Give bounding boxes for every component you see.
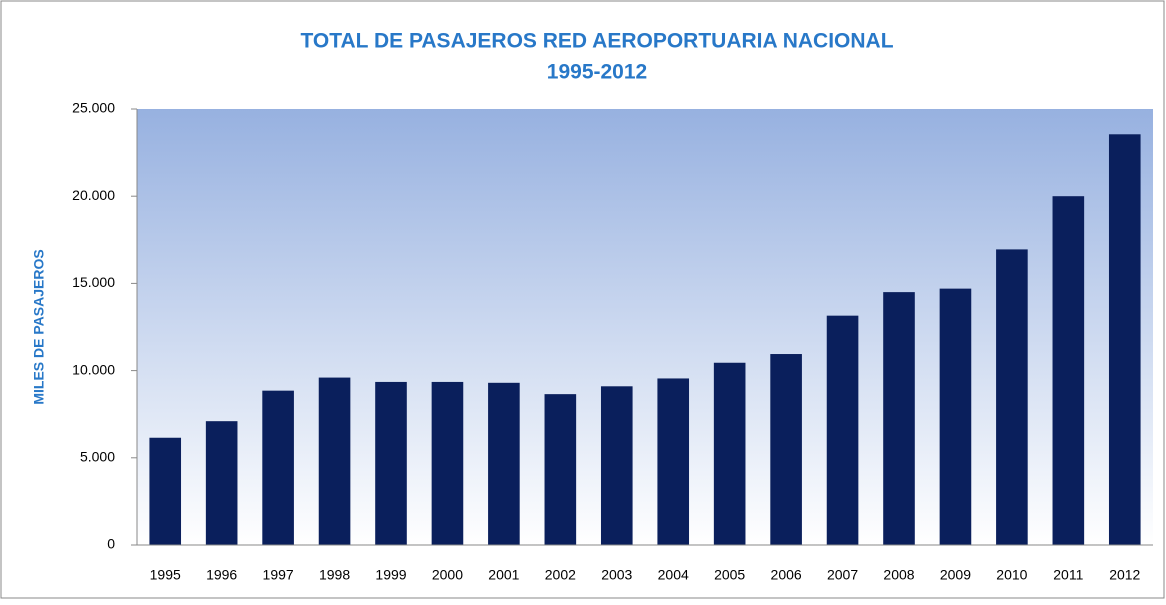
x-tick-label: 2012 [1109, 567, 1140, 583]
y-tick-label: 15.000 [72, 274, 115, 290]
y-tick-label: 0 [107, 536, 115, 552]
y-tick-label: 10.000 [72, 361, 115, 377]
chart-subtitle: 1995-2012 [547, 61, 647, 84]
plot-area [137, 109, 1153, 545]
x-tick-label: 2007 [827, 567, 858, 583]
bar [1052, 196, 1085, 545]
bar [996, 249, 1028, 545]
chart-title: TOTAL DE PASAJEROS RED AEROPORTUARIA NAC… [300, 30, 893, 53]
bar [375, 381, 407, 545]
y-axis-label: MILES DE PASAJEROS [31, 249, 47, 404]
x-tick-label: 1998 [319, 567, 350, 583]
bar [826, 315, 859, 545]
bar [657, 378, 690, 545]
bar [600, 386, 633, 545]
x-tick-label: 1999 [375, 567, 406, 583]
bar [149, 437, 182, 545]
bar [318, 377, 351, 545]
x-tick-label: 1997 [263, 567, 294, 583]
x-tick-label: 2005 [714, 567, 745, 583]
y-tick-label: 5.000 [80, 449, 115, 465]
bar [262, 390, 294, 545]
x-tick-label: 2004 [658, 567, 689, 583]
x-tick-label: 2003 [601, 567, 632, 583]
bar [939, 288, 972, 545]
x-tick-label: 2008 [883, 567, 914, 583]
bar [883, 292, 915, 545]
y-tick-label: 25.000 [72, 100, 115, 116]
bar [488, 382, 520, 545]
x-tick-label: 1995 [150, 567, 181, 583]
x-tick-label: 2000 [432, 567, 463, 583]
bar [205, 421, 238, 545]
y-tick-label: 20.000 [72, 187, 115, 203]
bar [1108, 134, 1141, 545]
x-tick-label: 1996 [206, 567, 237, 583]
x-tick-label: 2002 [545, 567, 576, 583]
x-tick-label: 2006 [771, 567, 802, 583]
bar [431, 381, 464, 545]
bar [770, 354, 802, 545]
x-tick-label: 2001 [488, 567, 519, 583]
bar [713, 362, 746, 545]
bar [544, 394, 577, 545]
x-tick-label: 2010 [996, 567, 1027, 583]
x-tick-label: 2011 [1053, 567, 1083, 583]
x-tick-label: 2009 [940, 567, 971, 583]
